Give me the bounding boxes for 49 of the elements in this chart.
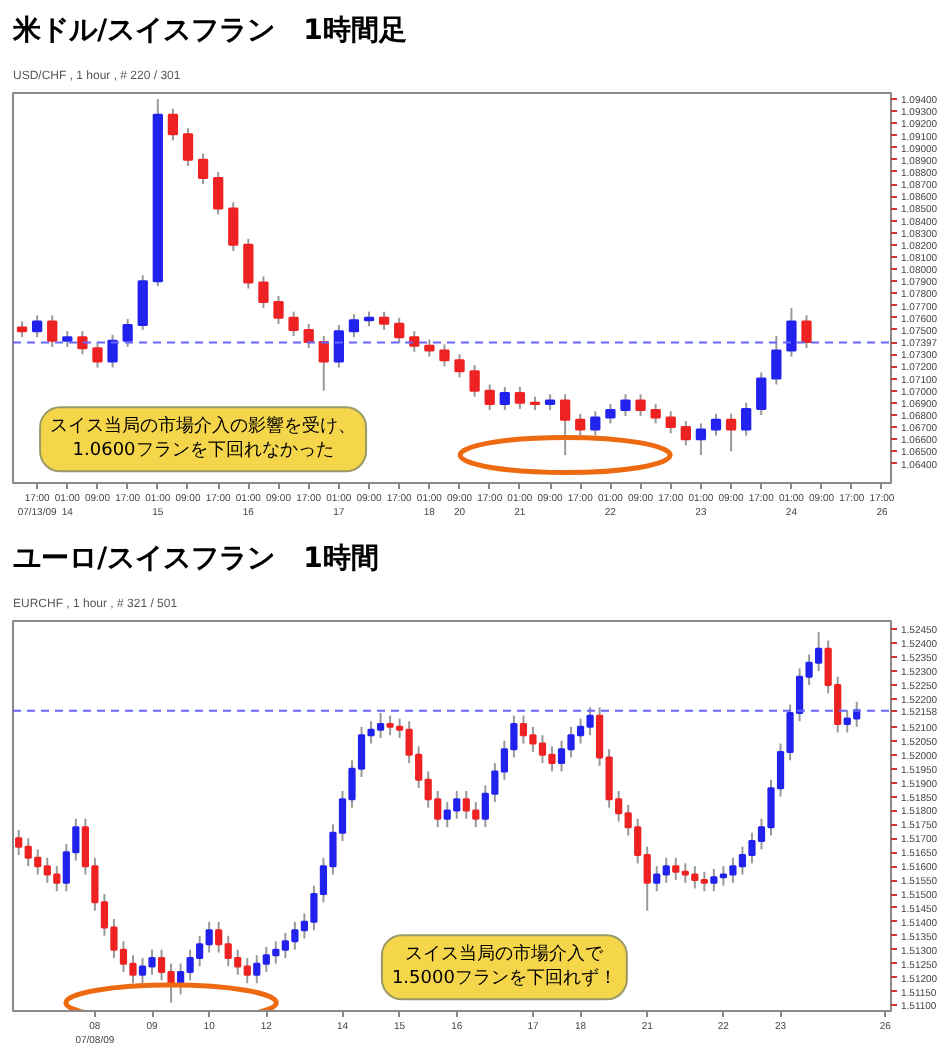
candlestick [605, 403, 616, 425]
candlestick [650, 403, 661, 425]
candlestick [378, 310, 390, 331]
candlestick [258, 275, 269, 310]
candlestick [695, 422, 707, 457]
candlestick [182, 127, 194, 167]
candlestick [394, 316, 405, 345]
candlestick [273, 294, 284, 325]
candlestick [439, 343, 450, 368]
annotation: スイス当局の市場介入の影響を受け、 1.0600フランを下回れなかった [50, 415, 357, 462]
candlestick [484, 383, 495, 412]
candlestick [409, 330, 420, 353]
candlestick [243, 237, 254, 290]
chart-title: ユーロ/スイスフラン 1時間 [13, 543, 379, 575]
candlestick [92, 341, 103, 369]
candlestick [137, 274, 148, 331]
candlestick [47, 314, 58, 348]
candlestick [590, 410, 601, 437]
candlestick [771, 334, 782, 386]
candlestick [31, 314, 43, 339]
candlestick [197, 152, 209, 186]
candlestick [469, 364, 480, 398]
candlestick [454, 353, 465, 379]
candlestick [167, 107, 179, 142]
candlestick [635, 393, 646, 418]
candlestick [620, 393, 631, 418]
candlestick [665, 410, 676, 435]
candlestick [680, 420, 691, 447]
candlestick [786, 307, 797, 358]
candlestick [741, 401, 752, 437]
candlestick [560, 393, 571, 457]
candlestick [514, 386, 526, 410]
candlestick [499, 386, 510, 412]
candlestick [710, 412, 722, 437]
candlestick [756, 371, 767, 416]
candlestick [122, 317, 133, 348]
candlestick [228, 201, 239, 252]
candlestick [107, 333, 118, 369]
annotation: スイス当局の市場介入で 1.5000フランを下回れず！ [391, 943, 617, 990]
candlestick [333, 324, 344, 369]
candlestick [801, 314, 812, 350]
candlestick [725, 412, 737, 453]
candlestick [213, 170, 224, 216]
candlestick [348, 313, 360, 339]
chart-title: 米ドル/スイスフラン 1時間足 [11, 15, 407, 47]
candlestick [318, 334, 329, 392]
candlestick [575, 412, 586, 437]
candlestick [288, 310, 299, 337]
candlestick [77, 330, 88, 356]
